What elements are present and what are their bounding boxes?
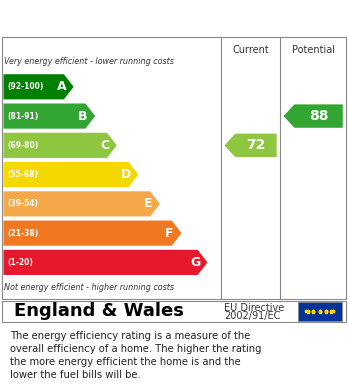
Text: Not energy efficient - higher running costs: Not energy efficient - higher running co…	[4, 283, 174, 292]
Polygon shape	[284, 104, 343, 128]
Text: Very energy efficient - lower running costs: Very energy efficient - lower running co…	[4, 57, 174, 66]
Text: The energy efficiency rating is a measure of the
overall efficiency of a home. T: The energy efficiency rating is a measur…	[10, 331, 262, 380]
Text: F: F	[165, 227, 174, 240]
Text: 2002/91/EC: 2002/91/EC	[224, 311, 281, 321]
Text: 88: 88	[309, 109, 329, 123]
Text: E: E	[144, 197, 152, 210]
Text: A: A	[57, 80, 66, 93]
Text: England & Wales: England & Wales	[14, 302, 184, 321]
Text: (1-20): (1-20)	[8, 258, 33, 267]
Text: 72: 72	[246, 138, 266, 152]
Text: (55-68): (55-68)	[8, 170, 39, 179]
Text: Potential: Potential	[292, 45, 335, 55]
Text: (81-91): (81-91)	[8, 111, 39, 120]
Polygon shape	[3, 221, 182, 246]
Polygon shape	[3, 74, 74, 99]
Text: B: B	[78, 109, 88, 123]
Text: Energy Efficiency Rating: Energy Efficiency Rating	[10, 11, 232, 26]
Text: Current: Current	[232, 45, 269, 55]
Polygon shape	[3, 104, 95, 129]
Polygon shape	[3, 250, 207, 275]
Text: (69-80): (69-80)	[8, 141, 39, 150]
Polygon shape	[3, 133, 117, 158]
Text: (39-54): (39-54)	[8, 199, 39, 208]
Text: EU Directive: EU Directive	[224, 303, 285, 313]
Text: D: D	[121, 168, 132, 181]
Polygon shape	[3, 191, 160, 217]
Text: (92-100): (92-100)	[8, 83, 44, 91]
Text: G: G	[190, 256, 200, 269]
Text: (21-38): (21-38)	[8, 229, 39, 238]
Bar	[298, 302, 342, 321]
Polygon shape	[224, 134, 277, 157]
Polygon shape	[3, 162, 139, 187]
Text: C: C	[100, 139, 109, 152]
